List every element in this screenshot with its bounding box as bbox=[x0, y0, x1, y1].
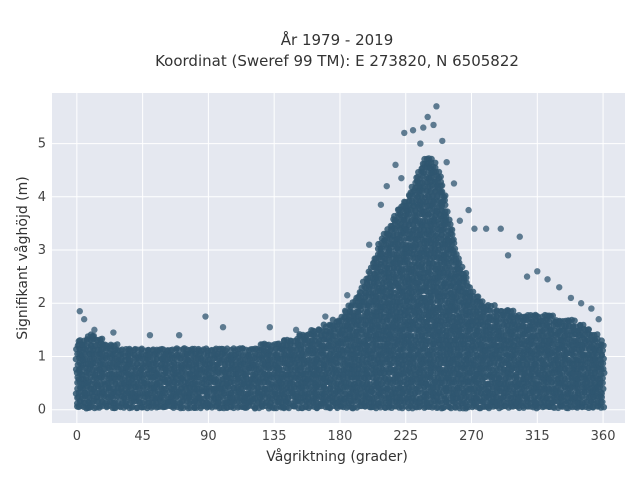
data-point bbox=[444, 208, 451, 215]
data-point bbox=[114, 341, 121, 348]
data-point bbox=[448, 226, 456, 233]
data-point bbox=[437, 173, 444, 180]
chart-title: År 1979 - 2019 bbox=[281, 30, 394, 49]
data-point bbox=[451, 245, 459, 252]
data-point bbox=[571, 317, 578, 324]
data-point bbox=[446, 216, 453, 223]
data-point bbox=[469, 288, 477, 295]
data-point bbox=[438, 182, 446, 189]
data-point bbox=[450, 236, 457, 243]
data-point bbox=[459, 263, 466, 271]
chart-subtitle: Koordinat (Sweref 99 TM): E 273820, N 65… bbox=[155, 52, 519, 70]
data-points bbox=[72, 103, 608, 412]
data-point bbox=[479, 298, 486, 305]
data-point bbox=[442, 192, 449, 199]
data-point bbox=[98, 335, 106, 342]
data-point bbox=[463, 274, 470, 281]
